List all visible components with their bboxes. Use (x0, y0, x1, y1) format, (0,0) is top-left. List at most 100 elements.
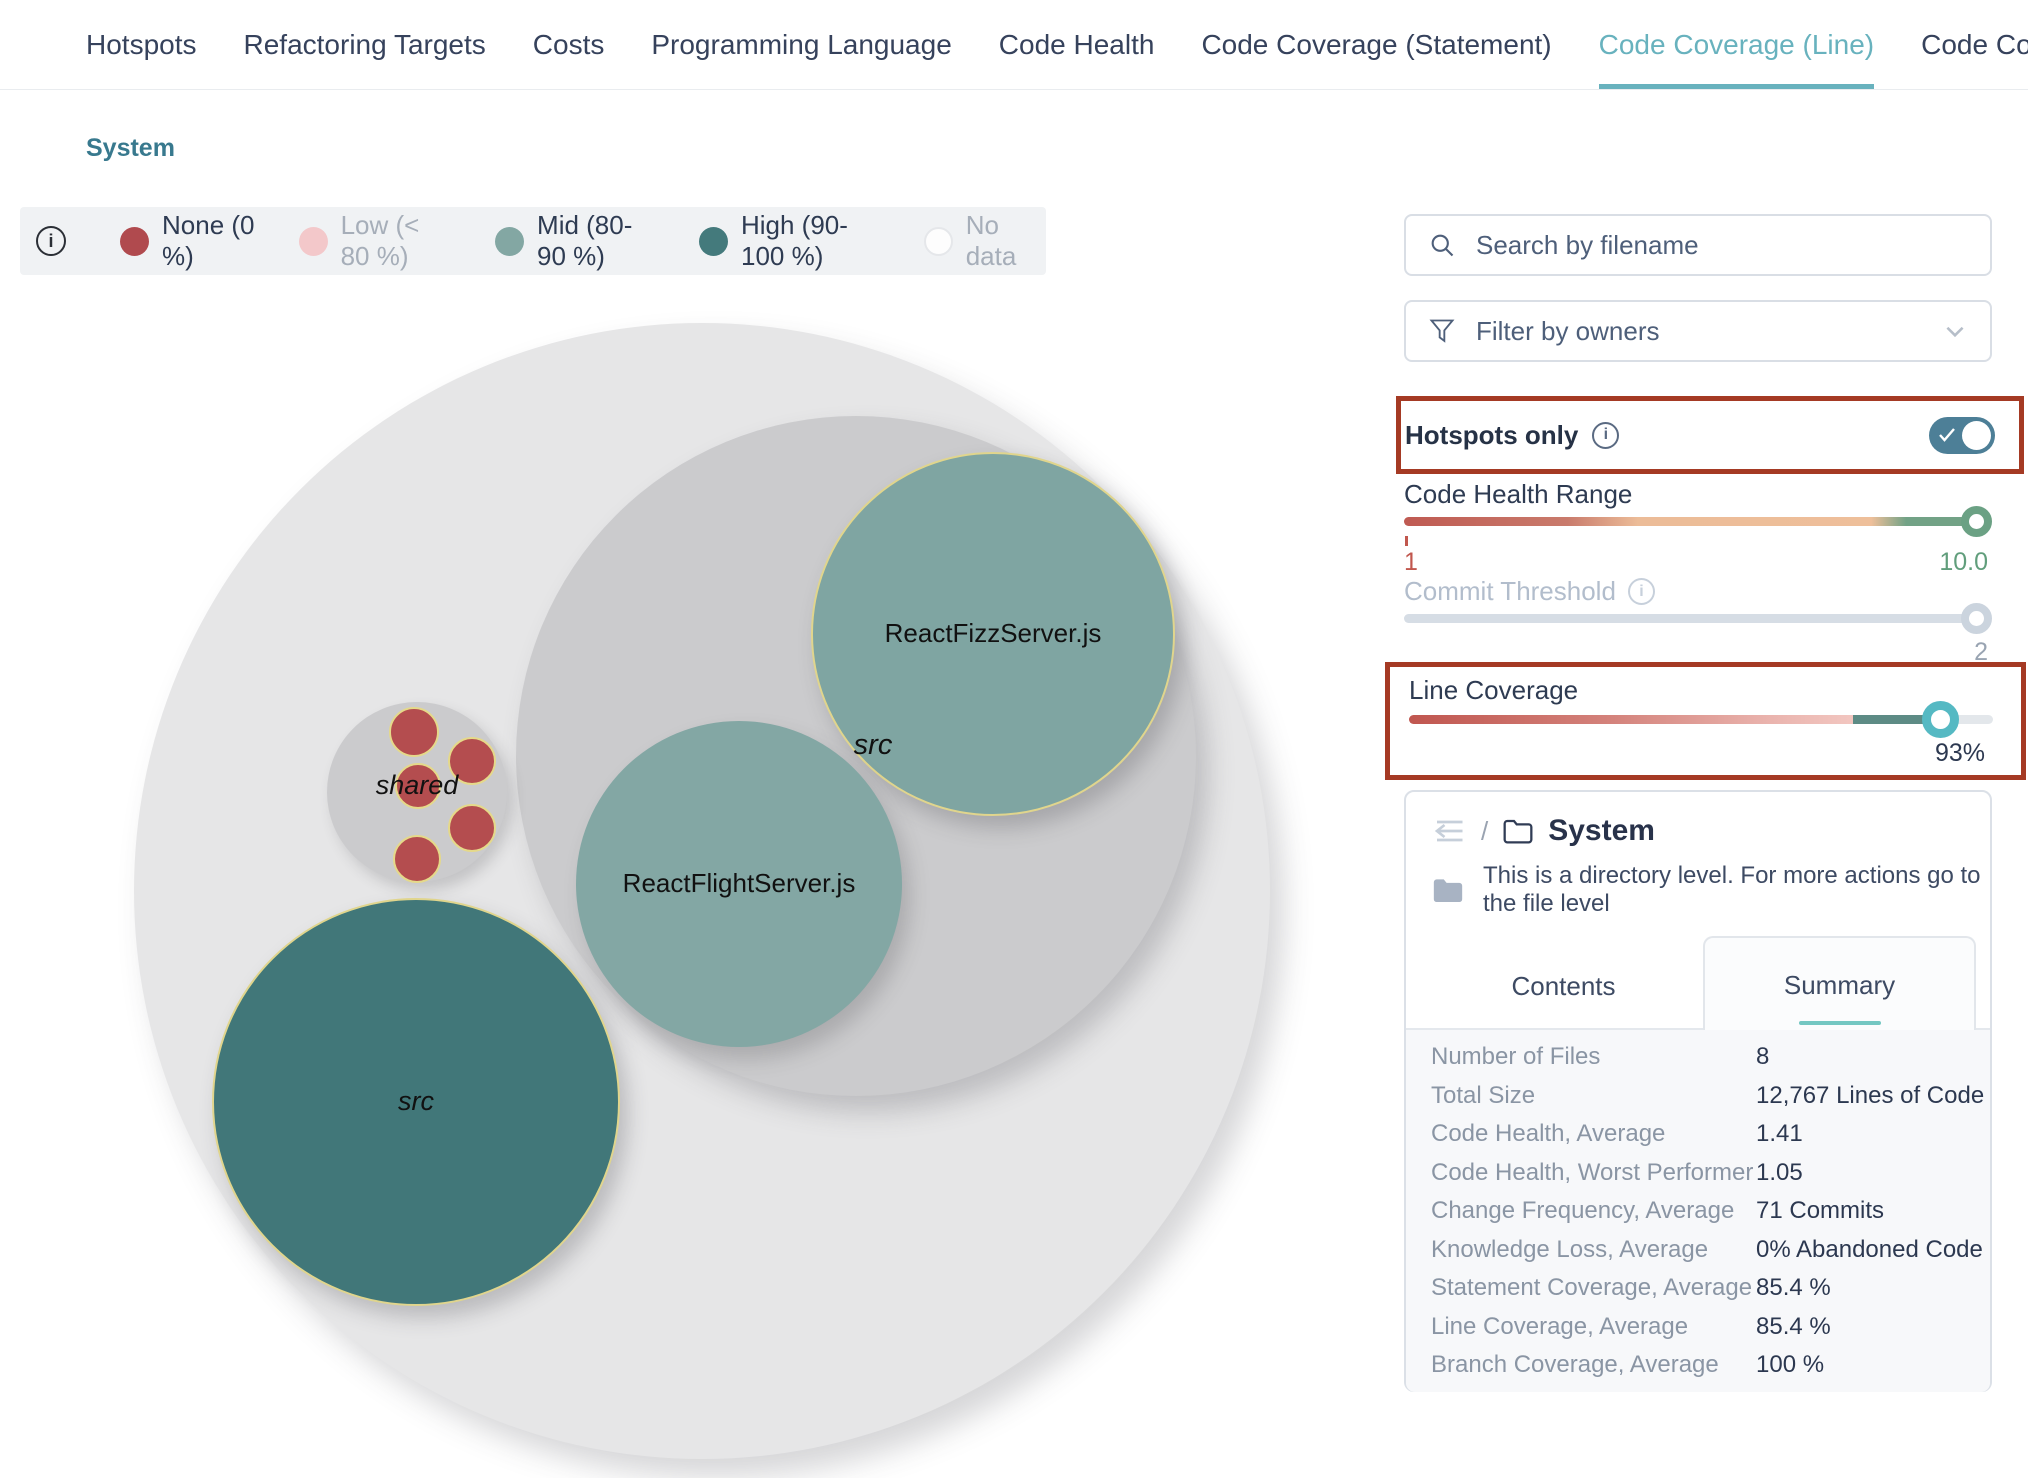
code-health-range-label: Code Health Range (1404, 479, 1633, 509)
system-detail-card: / System This is a directory level. For … (1404, 790, 1992, 1392)
hotspots-only-section: Hotspots only i (1396, 396, 2024, 474)
tab-code-coverage-line[interactable]: Code Coverage (Line) (1598, 0, 1875, 89)
info-icon[interactable]: i (1592, 421, 1620, 449)
legend-dot-low (298, 226, 328, 256)
legend-label-none: None (0 %) (162, 210, 255, 271)
tab-summary[interactable]: Summary (1703, 936, 1976, 1032)
card-description: This is a directory level. For more acti… (1483, 862, 1981, 917)
breadcrumb-separator: / (1481, 815, 1489, 846)
legend-item-none: None (0 %) (120, 210, 259, 272)
commit-threshold-label: Commit Threshold (1404, 576, 1616, 606)
card-tabs: Contents Summary (1406, 936, 1990, 1032)
row-value: 8 (1756, 1043, 1770, 1071)
row-value: 0% Abandoned Code (1756, 1235, 1983, 1263)
line-coverage-label: Line Coverage (1409, 675, 1579, 705)
code-health-range-min: 1 (1404, 548, 1418, 576)
card-header: / System (1431, 814, 1655, 848)
row-label: Code Health, Average (1431, 1120, 1666, 1148)
filter-by-owners-dropdown[interactable]: Filter by owners (1404, 300, 1992, 362)
bubble-label-dir-src: src (853, 729, 893, 761)
tab-code-health[interactable]: Code Health (998, 28, 1155, 60)
top-tab-bar: Hotspots Refactoring Targets Costs Progr… (0, 0, 2028, 90)
row-value: 12,767 Lines of Code (1756, 1081, 1985, 1109)
table-row: Branch Coverage, Average 100 % (1406, 1346, 1990, 1385)
card-description-row: This is a directory level. For more acti… (1431, 862, 1990, 918)
search-input[interactable] (1476, 229, 1968, 261)
row-label: Change Frequency, Average (1431, 1197, 1735, 1225)
legend-label-high: High (90-100 %) (740, 210, 848, 271)
line-coverage-slider[interactable] (1409, 701, 1993, 738)
tab-refactoring-targets[interactable]: Refactoring Targets (243, 28, 486, 60)
folder-filled-icon (1431, 875, 1465, 905)
line-coverage-handle[interactable] (1922, 701, 1960, 738)
legend-label-no-data: No data (965, 210, 1017, 271)
tab-programming-language[interactable]: Programming Language (651, 28, 952, 60)
legend-item-high: High (90-100 %) (698, 210, 884, 272)
commit-threshold-slider[interactable] (1404, 603, 1992, 634)
tab-hotspots[interactable]: Hotspots (86, 28, 197, 60)
row-label: Code Health, Worst Performer (1431, 1158, 1754, 1186)
legend-dot-mid (495, 226, 525, 256)
tab-costs[interactable]: Costs (532, 28, 605, 60)
legend-info-icon[interactable]: i (36, 226, 66, 256)
row-value: 85.4 % (1756, 1312, 1831, 1340)
table-row: Statement Coverage, Average 85.4 % (1406, 1269, 1990, 1308)
legend-item-no-data: No data (923, 210, 1030, 272)
code-health-range-min-tick (1405, 536, 1408, 546)
toggle-knob (1962, 420, 1991, 450)
coverage-legend: i None (0 %) Low (< 80 %) Mid (80-90 %) … (20, 207, 1046, 275)
table-row: Code Health, Worst Performer 1.05 (1406, 1154, 1990, 1193)
table-row: Number of Files 8 (1406, 1038, 1990, 1077)
row-label: Number of Files (1431, 1043, 1601, 1071)
chevron-down-icon (1942, 318, 1968, 344)
line-coverage-section: Line Coverage 93% (1385, 662, 2026, 780)
tab-contents[interactable]: Contents (1511, 971, 1616, 1001)
code-health-range-handle[interactable] (1961, 506, 1992, 537)
row-label: Branch Coverage, Average (1431, 1351, 1719, 1379)
legend-dot-high (698, 226, 728, 256)
tab-summary-active-underline (1798, 1021, 1881, 1025)
bubble-label-shared: shared (375, 770, 459, 800)
legend-label-low: Low (< 80 %) (340, 210, 420, 271)
table-row: Total Size 12,767 Lines of Code (1406, 1077, 1990, 1116)
hotspots-only-label: Hotspots only (1405, 419, 1579, 450)
search-box[interactable] (1404, 214, 1992, 276)
legend-item-low: Low (< 80 %) (298, 210, 455, 272)
card-title: System (1548, 814, 1655, 847)
hotspots-only-toggle[interactable] (1929, 416, 1995, 454)
breadcrumb-system[interactable]: System (86, 134, 175, 162)
back-to-parent-icon[interactable] (1431, 816, 1467, 846)
line-coverage-value: 93% (1934, 739, 1985, 767)
bubble-directory-src-high[interactable] (212, 898, 620, 1306)
row-value: 71 Commits (1756, 1197, 1885, 1225)
legend-label-mid: Mid (80-90 %) (537, 210, 633, 271)
row-value: 1.05 (1756, 1158, 1803, 1186)
table-row: Knowledge Loss, Average 0% Abandoned Cod… (1406, 1231, 1990, 1270)
info-icon-disabled: i (1627, 578, 1655, 605)
bubble-file-uncovered-5[interactable] (393, 835, 441, 883)
bubble-file-uncovered-1[interactable] (389, 707, 439, 757)
commit-threshold-label-group: Commit Threshold i (1404, 576, 1655, 607)
bubble-label-src-high: src (398, 1086, 434, 1116)
row-value: 85.4 % (1756, 1274, 1831, 1302)
code-health-range-max: 10.0 (1939, 548, 1988, 576)
bubble-file-uncovered-4[interactable] (448, 804, 496, 852)
bubble-file-uncovered-3[interactable] (395, 763, 441, 809)
search-icon (1428, 231, 1456, 259)
summary-table: Number of Files 8 Total Size 12,767 Line… (1406, 1030, 1990, 1392)
bubble-file-reactflightserver[interactable] (576, 721, 902, 1047)
row-label: Statement Coverage, Average (1431, 1274, 1753, 1302)
row-value: 1.41 (1756, 1120, 1803, 1148)
commit-threshold-handle[interactable] (1961, 603, 1992, 634)
table-row: Line Coverage, Average 85.4 % (1406, 1308, 1990, 1347)
bubble-file-reactfizzserver[interactable] (811, 452, 1175, 816)
tab-code-coverage-branch[interactable]: Code Coverage (Branch) (1921, 28, 2028, 60)
filter-label: Filter by owners (1476, 315, 1660, 346)
tab-code-coverage-statement[interactable]: Code Coverage (Statement) (1201, 28, 1552, 60)
tab-summary-label: Summary (1783, 969, 1896, 1000)
bubble-file-uncovered-2[interactable] (448, 737, 496, 785)
check-icon (1939, 427, 1955, 442)
row-label: Line Coverage, Average (1431, 1312, 1689, 1340)
folder-outline-icon (1502, 817, 1534, 845)
code-health-range-slider[interactable] (1404, 506, 1992, 537)
